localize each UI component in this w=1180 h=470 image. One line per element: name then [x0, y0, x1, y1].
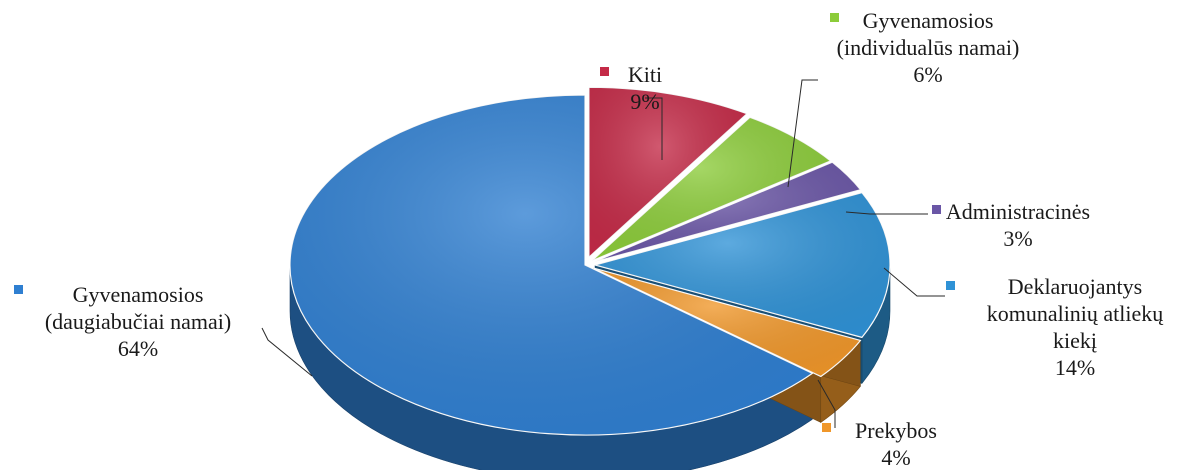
legend-marker-5	[14, 285, 23, 294]
legend-marker-2	[932, 205, 941, 214]
leader-line-3	[883, 267, 945, 297]
slice-highlight-3	[595, 192, 890, 338]
legend-marker-0	[600, 67, 609, 76]
slice-highlight-1	[591, 117, 831, 261]
slice-category-label-1: Gyvenamosios	[863, 8, 994, 33]
slice-value-label-1: 6%	[913, 62, 942, 87]
slice-category-label-4: Prekybos	[855, 418, 937, 443]
slice-value-label-0: 9%	[630, 89, 659, 114]
legend-marker-1	[830, 13, 839, 22]
slice-category-label-3: Deklaruojantys	[1008, 274, 1142, 299]
pie-slices	[289, 86, 891, 436]
leader-line-4	[817, 379, 836, 428]
slice-highlight-2	[593, 162, 861, 263]
leader-line-0	[645, 97, 663, 160]
slice-category-label-3: komunalinių atliekų	[987, 301, 1165, 326]
slice-value-label-3: 14%	[1055, 355, 1095, 380]
slice-category-label-2: Administracinės	[946, 199, 1090, 224]
slice-highlight-0	[588, 87, 747, 258]
leader-line-2	[845, 211, 928, 215]
slice-category-label-0: Kiti	[628, 62, 662, 87]
leader-line-5	[261, 327, 313, 377]
slice-highlight-5	[290, 95, 813, 436]
slice-value-label-5: 64%	[118, 336, 158, 361]
legend-marker-4	[822, 423, 831, 432]
leader-line-1	[787, 79, 818, 188]
slice-category-label-3: kiekį	[1053, 328, 1097, 353]
slice-highlight-4	[593, 268, 861, 377]
slice-category-label-1: (individualūs namai)	[837, 35, 1020, 60]
slice-value-label-4: 4%	[881, 445, 910, 470]
slice-category-label-5: Gyvenamosios	[73, 282, 204, 307]
leader-lines	[261, 79, 945, 428]
slice-category-label-5: (daugiabučiai namai)	[45, 309, 231, 334]
slice-value-label-2: 3%	[1003, 226, 1032, 251]
legend-marker-3	[946, 281, 955, 290]
